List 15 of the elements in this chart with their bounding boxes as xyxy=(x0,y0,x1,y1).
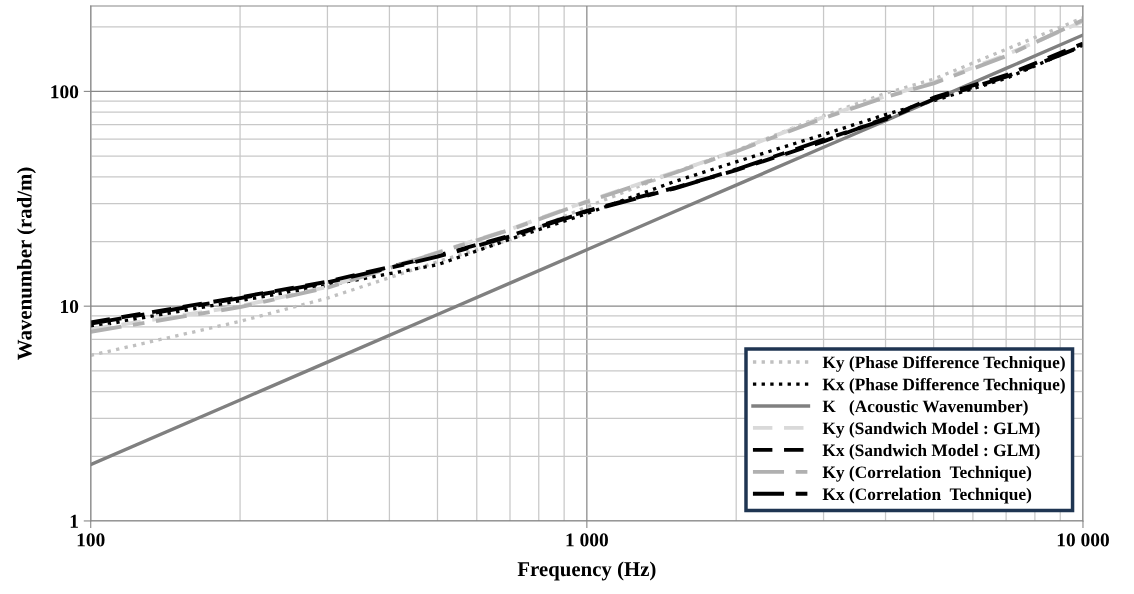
legend-label: Kx (Phase Difference Technique) xyxy=(822,377,1065,394)
y-tick-label: 10 xyxy=(61,299,79,314)
legend-label: Kx (Correlation Technique) xyxy=(822,487,1032,504)
legend-label: Ky (Correlation Technique) xyxy=(822,465,1032,482)
y-axis-title: Wavenumber (rad/m) xyxy=(16,167,36,360)
x-tick-label: 1 000 xyxy=(566,533,608,547)
x-axis-title: Frequency (Hz) xyxy=(517,561,656,581)
legend-label: K (Acoustic Wavenumber) xyxy=(822,400,1028,416)
y-tick-label: 100 xyxy=(51,85,79,99)
legend-label: Ky (Sandwich Model : GLM) xyxy=(822,421,1040,438)
y-tick-label: 1 xyxy=(70,514,78,528)
x-tick-label: 100 xyxy=(77,533,105,547)
legend-label: Ky (Phase Difference Technique) xyxy=(822,355,1065,372)
x-tick-label: 10 000 xyxy=(1057,533,1109,547)
legend-label: Kx (Sandwich Model : GLM) xyxy=(822,443,1040,460)
